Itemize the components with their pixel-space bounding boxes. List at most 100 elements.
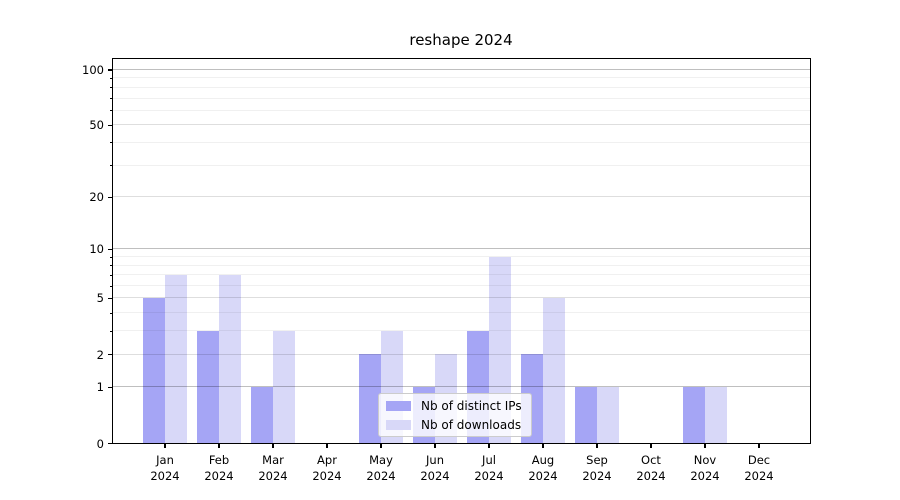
ytick-minor-mark-3 <box>109 330 112 332</box>
xtick-year: 2024 <box>474 469 504 483</box>
gridline-minor-70 <box>113 97 810 99</box>
xtick-year: 2024 <box>690 469 720 483</box>
ytick-minor-mark-80 <box>109 87 112 89</box>
legend-label-downloads: Nb of downloads <box>421 417 522 432</box>
xtick-month: Feb <box>208 453 230 467</box>
xtick-month: May <box>369 453 393 467</box>
ytick-mark-5 <box>107 297 112 300</box>
xtick-month: Apr <box>317 453 337 467</box>
xtick-month: Dec <box>747 453 771 467</box>
xtick-label-nov: Nov 2024 <box>673 452 737 484</box>
ytick-minor-mark-60 <box>109 110 112 112</box>
xtick-mark-may <box>380 443 382 448</box>
xtick-mark-sep <box>596 443 598 448</box>
gridline-minor-7 <box>113 274 810 276</box>
xtick-mark-oct <box>650 443 652 448</box>
xtick-label-jun: Jun 2024 <box>403 452 467 484</box>
ytick-minor-mark-7 <box>109 274 112 276</box>
gridline-minor-90 <box>113 77 810 79</box>
xtick-label-may: May 2024 <box>349 452 413 484</box>
xtick-month: Mar <box>262 453 284 467</box>
ytick-label-1: 1 <box>96 380 104 395</box>
gridline-minor-4 <box>113 312 810 314</box>
xtick-year: 2024 <box>204 469 234 483</box>
xtick-label-jan: Jan 2024 <box>133 452 197 484</box>
xtick-year: 2024 <box>258 469 288 483</box>
xtick-mark-jun <box>434 443 436 448</box>
gridline-100 <box>113 69 810 70</box>
xtick-label-sep: Sep 2024 <box>565 452 629 484</box>
ytick-label-100: 100 <box>82 63 104 77</box>
xtick-mark-jul <box>488 443 490 448</box>
grid-layer <box>113 59 810 443</box>
bar-downloads-nov <box>704 386 727 443</box>
legend-swatch-distinct-ips <box>386 400 411 411</box>
ytick-minor-mark-90 <box>109 77 112 79</box>
ytick-mark-10 <box>107 248 112 251</box>
gridline-5 <box>113 297 810 299</box>
ytick-mark-100 <box>107 69 112 71</box>
xtick-month: Oct <box>641 453 661 467</box>
gridline-minor-60 <box>113 109 810 111</box>
ytick-mark-1 <box>107 386 112 388</box>
xtick-label-oct: Oct 2024 <box>619 452 683 484</box>
xtick-year: 2024 <box>582 469 612 483</box>
xtick-year: 2024 <box>312 469 342 483</box>
xtick-month: Jun <box>426 453 444 467</box>
ytick-minor-mark-40 <box>109 142 112 144</box>
ytick-mark-20 <box>107 196 112 198</box>
ytick-mark-50 <box>107 124 112 126</box>
xtick-month: Jul <box>482 453 496 467</box>
gridline-2 <box>113 353 810 355</box>
bar-downloads-feb <box>218 274 241 443</box>
ytick-mark-2 <box>107 353 112 356</box>
xtick-year: 2024 <box>744 469 774 483</box>
legend-label-distinct-ips: Nb of distinct IPs <box>421 398 522 413</box>
xtick-year: 2024 <box>420 469 450 483</box>
xtick-mark-mar <box>272 443 274 448</box>
legend-item-downloads: Nb of downloads <box>386 416 522 433</box>
xtick-label-dec: Dec 2024 <box>727 452 791 484</box>
gridline-minor-3 <box>113 330 810 332</box>
xtick-mark-feb <box>218 443 220 448</box>
xtick-month: Nov <box>693 453 717 467</box>
gridline-minor-6 <box>113 285 810 287</box>
ytick-minor-mark-4 <box>109 312 112 314</box>
gridline-10 <box>113 248 810 250</box>
bar-downloads-sep <box>596 386 619 443</box>
xtick-label-apr: Apr 2024 <box>295 452 359 484</box>
xtick-label-mar: Mar 2024 <box>241 452 305 484</box>
ytick-label-10: 10 <box>89 242 104 257</box>
bar-distinct-ips-jan <box>142 297 165 443</box>
ytick-label-20: 20 <box>89 190 104 205</box>
bar-downloads-mar <box>272 330 295 443</box>
xtick-mark-jan <box>164 443 166 448</box>
xtick-mark-dec <box>758 443 760 448</box>
bar-distinct-ips-feb <box>196 330 219 443</box>
gridline-minor-80 <box>113 86 810 88</box>
xtick-year: 2024 <box>366 469 396 483</box>
legend-item-distinct-ips: Nb of distinct IPs <box>386 397 522 414</box>
ytick-minor-mark-6 <box>109 285 112 287</box>
legend: Nb of distinct IPs Nb of downloads <box>378 393 532 437</box>
gridline-20 <box>113 196 810 198</box>
ytick-label-50: 50 <box>89 118 104 133</box>
xtick-month: Aug <box>531 453 555 467</box>
xtick-label-feb: Feb 2024 <box>187 452 251 484</box>
ytick-minor-mark-8 <box>109 265 112 267</box>
ytick-label-0: 0 <box>96 436 104 451</box>
xtick-label-jul: Jul 2024 <box>457 452 521 484</box>
ytick-minor-mark-70 <box>109 98 112 100</box>
xtick-month: Sep <box>586 453 608 467</box>
chart-title: reshape 2024 <box>409 31 513 49</box>
xtick-label-aug: Aug 2024 <box>511 452 575 484</box>
ytick-mark-0 <box>107 442 112 445</box>
gridline-50 <box>113 124 810 126</box>
ytick-label-5: 5 <box>96 291 104 306</box>
bar-distinct-ips-nov <box>682 386 705 443</box>
gridline-minor-8 <box>113 264 810 266</box>
legend-swatch-downloads <box>386 419 411 430</box>
xtick-year: 2024 <box>636 469 666 483</box>
